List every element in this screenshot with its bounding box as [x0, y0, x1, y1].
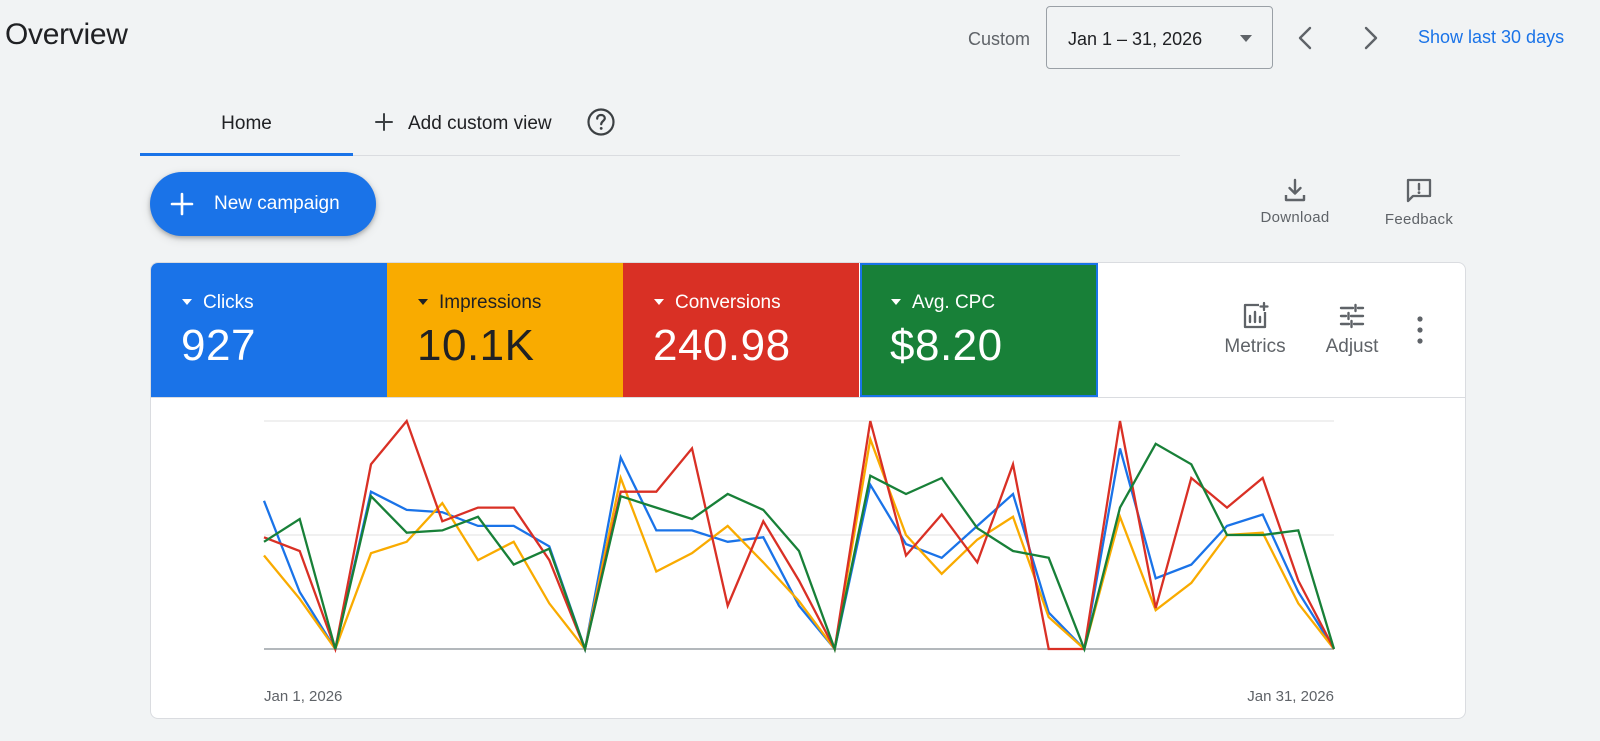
new-campaign-label: New campaign — [214, 193, 340, 214]
active-tab-indicator — [140, 153, 353, 156]
feedback-label: Feedback — [1384, 211, 1454, 228]
adjust-icon — [1339, 303, 1365, 329]
x-axis-start-label: Jan 1, 2026 — [264, 688, 342, 705]
previous-period-button[interactable] — [1286, 18, 1326, 58]
performance-card: Clicks 927 Impressions 10.1K Conversions… — [150, 262, 1466, 719]
next-period-button[interactable] — [1350, 18, 1390, 58]
feedback-icon — [1406, 178, 1432, 203]
metric-tile-avg-cpc[interactable]: Avg. CPC $8.20 — [860, 263, 1098, 397]
tab-add-custom-view-label: Add custom view — [408, 113, 552, 134]
feedback-button[interactable]: Feedback — [1377, 176, 1461, 228]
series-line-conversions — [263, 418, 1336, 654]
plus-icon — [170, 192, 194, 216]
plus-icon — [375, 113, 393, 131]
date-range-type-label: Custom — [968, 29, 1031, 49]
series-line-impressions — [263, 434, 1335, 652]
download-icon — [1284, 178, 1306, 202]
new-campaign-button[interactable]: New campaign — [150, 172, 376, 236]
metric-name-text: Conversions — [675, 292, 781, 313]
more-options-button[interactable] — [1408, 313, 1432, 347]
series-line-avg-cpc — [263, 442, 1336, 654]
tab-home[interactable]: Home — [140, 100, 353, 156]
metric-name-text: Clicks — [203, 292, 254, 313]
metric-tile-impressions[interactable]: Impressions 10.1K — [387, 263, 623, 397]
metric-name: Conversions — [654, 292, 781, 314]
dropdown-caret-icon — [182, 299, 192, 305]
chevron-right-icon — [1364, 26, 1378, 50]
metric-tile-conversions[interactable]: Conversions 240.98 — [623, 263, 859, 397]
metric-name: Clicks — [182, 292, 254, 314]
metric-name-text: Avg. CPC — [912, 292, 996, 313]
chevron-left-icon — [1298, 26, 1312, 50]
metrics-button[interactable]: Metrics — [1210, 301, 1300, 358]
metric-value: 240.98 — [653, 321, 791, 370]
metric-value: 927 — [181, 321, 256, 370]
date-range-value: Jan 1 – 31, 2026 — [1068, 29, 1203, 49]
dropdown-caret-icon — [1240, 35, 1252, 42]
x-axis-end-label: Jan 31, 2026 — [1247, 688, 1334, 705]
tabs-divider — [140, 155, 1180, 156]
tiles-divider — [151, 397, 1465, 398]
page-title: Overview — [5, 18, 128, 51]
metric-name: Impressions — [418, 292, 541, 314]
dropdown-caret-icon — [418, 299, 428, 305]
dropdown-caret-icon — [654, 299, 664, 305]
metric-name: Avg. CPC — [891, 292, 995, 314]
metrics-label: Metrics — [1224, 336, 1286, 357]
adjust-button[interactable]: Adjust — [1311, 301, 1393, 358]
download-button[interactable]: Download — [1250, 176, 1340, 226]
series-line-clicks — [262, 448, 1335, 654]
download-label: Download — [1260, 209, 1330, 226]
adjust-label: Adjust — [1325, 336, 1379, 357]
help-icon[interactable] — [586, 107, 616, 142]
metrics-icon — [1243, 301, 1269, 329]
metric-tile-clicks[interactable]: Clicks 927 — [151, 263, 387, 397]
metric-value: 10.1K — [417, 321, 535, 370]
more-vert-icon — [1417, 316, 1423, 344]
metric-value: $8.20 — [890, 321, 1003, 370]
metric-name-text: Impressions — [439, 292, 542, 313]
tab-home-label: Home — [221, 113, 272, 134]
show-last-30-days-link[interactable]: Show last 30 days — [1418, 27, 1565, 47]
dropdown-caret-icon — [891, 299, 901, 305]
date-range-select[interactable]: Jan 1 – 31, 2026 — [1046, 6, 1273, 69]
performance-line-chart: Jan 1, 2026 Jan 31, 2026 — [262, 418, 1336, 705]
